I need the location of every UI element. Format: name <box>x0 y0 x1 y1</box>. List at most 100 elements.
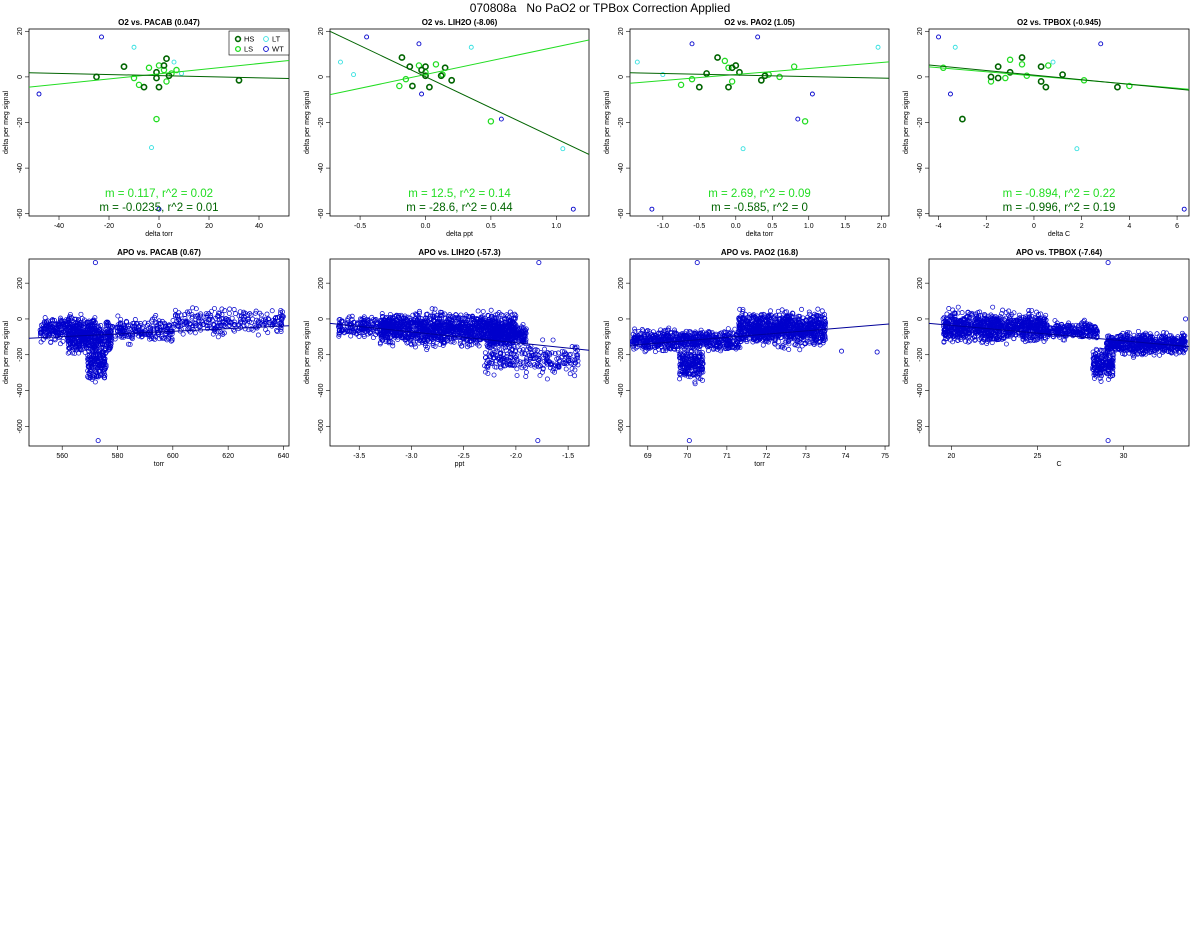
point-wt <box>699 335 705 341</box>
point-wt <box>96 362 102 368</box>
plot-area <box>29 260 289 444</box>
point-wt <box>387 312 393 317</box>
point-wt <box>511 342 517 348</box>
x-tick-label: 0.0 <box>731 223 741 230</box>
point-wt <box>649 206 655 212</box>
point-wt-outlier <box>536 260 542 266</box>
point-wt <box>681 356 687 362</box>
point-wt <box>263 319 269 325</box>
point-wt <box>497 364 503 370</box>
point-wt <box>145 322 150 328</box>
point-hs <box>448 76 456 84</box>
point-wt <box>269 308 275 314</box>
point-hs <box>426 83 433 91</box>
point-wt <box>489 314 494 320</box>
point-wt <box>467 334 473 340</box>
point-wt <box>110 324 115 330</box>
point-wt <box>642 349 648 355</box>
point-hs <box>409 82 416 90</box>
y-tick-label: -400 <box>17 383 24 397</box>
point-wt <box>684 353 690 359</box>
point-wt <box>187 322 193 328</box>
point-wt <box>412 344 418 350</box>
y-axis-label: delta per meg signal <box>3 321 10 384</box>
plot-title: O2 vs. PAO2 (1.05) <box>724 18 795 27</box>
point-wt <box>40 321 46 327</box>
plot-area <box>330 260 589 444</box>
y-tick-label: -60 <box>618 209 625 219</box>
x-tick-label: 70 <box>683 453 691 460</box>
x-tick-label: 2 <box>1080 223 1084 230</box>
point-wt <box>428 320 434 326</box>
point-wt <box>696 340 702 346</box>
point-hs <box>120 63 128 71</box>
point-wt <box>105 337 111 342</box>
x-tick-label: -1.5 <box>562 453 574 460</box>
point-wt <box>348 333 354 339</box>
point-wt <box>91 359 97 365</box>
point-wt <box>677 332 682 338</box>
point-wt <box>480 331 486 337</box>
point-wt <box>177 324 183 329</box>
point-wt <box>511 315 517 321</box>
point-wt <box>231 322 237 328</box>
point-wt <box>450 332 456 338</box>
y-axis-label: delta per meg signal <box>903 91 910 154</box>
point-wt <box>369 322 375 328</box>
point-wt <box>85 336 91 342</box>
point-wt <box>656 346 662 352</box>
point-hs <box>1042 83 1050 91</box>
point-wt <box>683 335 689 341</box>
point-wt <box>379 311 385 317</box>
point-wt <box>54 327 60 333</box>
y-tick-label: -20 <box>618 117 625 127</box>
plot-area <box>29 34 289 212</box>
point-wt <box>682 341 687 347</box>
point-wt <box>178 312 184 318</box>
legend-label-wt: WT <box>272 45 284 54</box>
plot-frame <box>329 258 590 447</box>
point-wt <box>503 347 509 353</box>
point-wt <box>278 326 284 332</box>
point-wt <box>517 347 523 353</box>
point-wt <box>514 353 520 359</box>
x-tick-label: 6 <box>1175 223 1179 230</box>
point-wt <box>632 326 638 332</box>
y-tick-label: 0 <box>318 75 325 79</box>
x-tick-label: -4 <box>935 223 941 230</box>
point-wt <box>238 319 244 325</box>
point-wt <box>196 318 202 324</box>
point-wt <box>475 322 481 328</box>
point-wt <box>523 365 528 370</box>
point-wt <box>70 341 76 347</box>
point-lt <box>171 59 177 65</box>
point-wt <box>356 334 362 339</box>
point-ls <box>1018 61 1026 68</box>
point-wt <box>69 345 75 350</box>
point-wt <box>649 334 655 340</box>
y-axis-label: delta per meg signal <box>304 321 311 384</box>
plot-title: APO vs. PACAB (0.67) <box>117 248 201 257</box>
point-wt <box>549 360 555 366</box>
point-wt <box>454 315 460 321</box>
point-wt <box>92 379 98 385</box>
point-wt <box>507 340 513 346</box>
point-wt <box>280 309 285 315</box>
point-ls <box>173 66 180 74</box>
point-wt <box>84 337 90 343</box>
annotation-ls-fit: m = 12.5, r^2 = 0.14 <box>408 188 511 200</box>
point-lt <box>740 146 746 152</box>
point-wt <box>105 320 111 326</box>
point-wt <box>696 353 702 359</box>
point-wt <box>391 332 397 338</box>
point-wt <box>386 316 392 322</box>
point-wt <box>686 329 692 335</box>
point-wt <box>536 355 542 361</box>
point-wt <box>458 338 464 344</box>
point-wt <box>547 365 553 371</box>
point-wt <box>811 341 817 347</box>
point-wt <box>663 340 669 346</box>
point-wt <box>686 362 692 368</box>
